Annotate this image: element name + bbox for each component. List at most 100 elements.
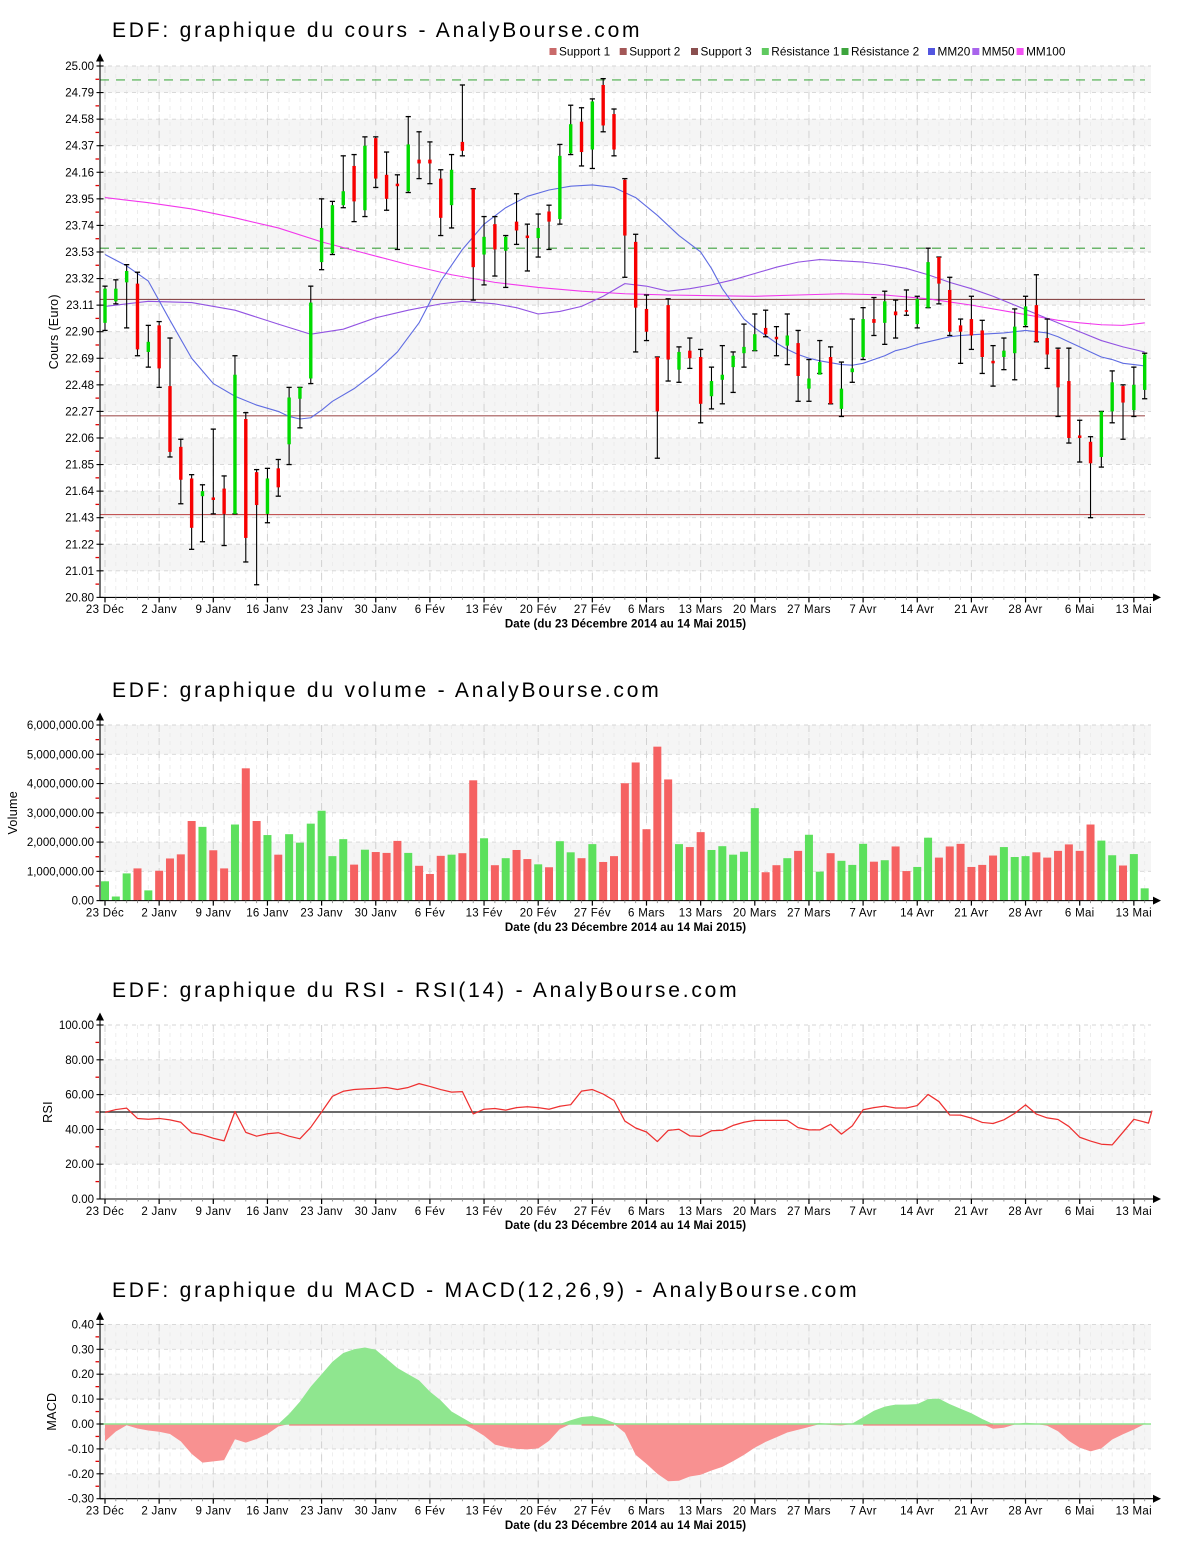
svg-text:20.00: 20.00 [65, 1159, 94, 1171]
svg-text:22.27: 22.27 [65, 406, 94, 418]
svg-text:6 Fév: 6 Fév [415, 604, 445, 616]
svg-text:Date (du 23 Décembre 2014 au 1: Date (du 23 Décembre 2014 au 14 Mai 2015… [505, 922, 746, 934]
svg-text:14 Avr: 14 Avr [900, 1206, 934, 1218]
svg-text:23 Janv: 23 Janv [300, 907, 342, 919]
svg-text:9 Janv: 9 Janv [195, 907, 231, 919]
svg-text:6 Mars: 6 Mars [628, 604, 665, 616]
svg-text:21.43: 21.43 [65, 513, 94, 525]
svg-text:6 Mai: 6 Mai [1065, 1206, 1095, 1218]
svg-text:23 Janv: 23 Janv [300, 604, 342, 616]
svg-text:60.00: 60.00 [65, 1090, 94, 1102]
svg-text:2 Janv: 2 Janv [141, 907, 177, 919]
svg-text:14 Avr: 14 Avr [900, 604, 934, 616]
svg-text:6 Mai: 6 Mai [1065, 604, 1095, 616]
svg-text:20 Fév: 20 Fév [520, 1206, 557, 1218]
svg-text:16 Janv: 16 Janv [246, 907, 288, 919]
svg-text:Support 3: Support 3 [701, 44, 753, 58]
svg-text:28 Avr: 28 Avr [1008, 1506, 1042, 1518]
svg-text:MM20: MM20 [938, 44, 971, 58]
svg-text:30 Janv: 30 Janv [355, 1206, 397, 1218]
svg-text:4,000,000.00: 4,000,000.00 [27, 779, 94, 791]
svg-text:21 Avr: 21 Avr [954, 1506, 988, 1518]
svg-text:21.01: 21.01 [65, 566, 94, 578]
svg-text:20 Fév: 20 Fév [520, 1506, 557, 1518]
svg-text:30 Janv: 30 Janv [355, 1506, 397, 1518]
svg-text:24.58: 24.58 [65, 114, 94, 126]
svg-text:23.53: 23.53 [65, 247, 94, 259]
svg-text:21 Avr: 21 Avr [954, 604, 988, 616]
svg-text:24.79: 24.79 [65, 88, 94, 100]
svg-text:30 Janv: 30 Janv [355, 604, 397, 616]
svg-text:22.69: 22.69 [65, 353, 94, 365]
svg-text:27 Mars: 27 Mars [787, 907, 831, 919]
svg-text:13 Mars: 13 Mars [679, 604, 723, 616]
svg-text:0.20: 0.20 [72, 1369, 94, 1381]
svg-text:20 Fév: 20 Fév [520, 604, 557, 616]
svg-text:27 Fév: 27 Fév [574, 1206, 611, 1218]
svg-text:3,000,000.00: 3,000,000.00 [27, 808, 94, 820]
svg-text:0.00: 0.00 [72, 1419, 94, 1431]
svg-text:0.30: 0.30 [72, 1344, 94, 1356]
svg-text:27 Mars: 27 Mars [787, 1206, 831, 1218]
svg-text:7 Avr: 7 Avr [849, 907, 877, 919]
svg-text:7 Avr: 7 Avr [849, 1206, 877, 1218]
svg-text:27 Fév: 27 Fév [574, 907, 611, 919]
svg-text:0.10: 0.10 [72, 1394, 94, 1406]
svg-text:6 Mars: 6 Mars [628, 1506, 665, 1518]
svg-text:6,000,000.00: 6,000,000.00 [27, 720, 94, 732]
svg-text:23 Déc: 23 Déc [86, 604, 124, 616]
svg-text:80.00: 80.00 [65, 1055, 94, 1067]
svg-text:13 Fév: 13 Fév [466, 907, 503, 919]
svg-text:9 Janv: 9 Janv [195, 1506, 231, 1518]
svg-text:5,000,000.00: 5,000,000.00 [27, 749, 94, 761]
svg-text:6 Mars: 6 Mars [628, 907, 665, 919]
svg-text:13 Mai: 13 Mai [1116, 1506, 1152, 1518]
svg-text:23 Déc: 23 Déc [86, 1206, 124, 1218]
svg-text:MM100: MM100 [1026, 44, 1066, 58]
svg-text:6 Fév: 6 Fév [415, 1206, 445, 1218]
svg-text:14 Avr: 14 Avr [900, 907, 934, 919]
svg-text:2,000,000.00: 2,000,000.00 [27, 837, 94, 849]
svg-text:28 Avr: 28 Avr [1008, 604, 1042, 616]
svg-text:Résistance 2: Résistance 2 [851, 44, 919, 58]
svg-text:Résistance 1: Résistance 1 [771, 44, 839, 58]
svg-text:EDF: graphique du volume - Ana: EDF: graphique du volume - AnalyBourse.c… [112, 679, 661, 702]
svg-text:23.95: 23.95 [65, 194, 94, 206]
svg-text:13 Fév: 13 Fév [466, 1206, 503, 1218]
svg-text:13 Mars: 13 Mars [679, 1206, 723, 1218]
svg-text:23.74: 23.74 [65, 220, 94, 232]
svg-text:40.00: 40.00 [65, 1124, 94, 1136]
svg-text:14 Avr: 14 Avr [900, 1506, 934, 1518]
svg-text:25.00: 25.00 [65, 61, 94, 73]
svg-text:6 Mars: 6 Mars [628, 1206, 665, 1218]
svg-text:20 Mars: 20 Mars [733, 1206, 777, 1218]
svg-text:16 Janv: 16 Janv [246, 1506, 288, 1518]
svg-text:23.11: 23.11 [66, 300, 94, 312]
svg-text:Support 2: Support 2 [629, 44, 680, 58]
svg-text:6 Fév: 6 Fév [415, 1506, 445, 1518]
svg-text:0.00: 0.00 [72, 896, 94, 908]
svg-text:100.00: 100.00 [59, 1020, 94, 1032]
svg-text:22.90: 22.90 [65, 327, 94, 339]
svg-text:22.48: 22.48 [65, 380, 94, 392]
svg-text:MM50: MM50 [982, 44, 1015, 58]
svg-text:13 Mai: 13 Mai [1116, 907, 1152, 919]
svg-text:21.85: 21.85 [65, 460, 94, 472]
svg-text:Date (du 23 Décembre 2014 au 1: Date (du 23 Décembre 2014 au 14 Mai 2015… [505, 619, 746, 631]
svg-text:30 Janv: 30 Janv [355, 907, 397, 919]
svg-text:23 Déc: 23 Déc [86, 907, 124, 919]
svg-text:23 Déc: 23 Déc [86, 1506, 124, 1518]
svg-text:23.32: 23.32 [65, 274, 94, 286]
svg-text:21.64: 21.64 [65, 486, 94, 498]
svg-text:9 Janv: 9 Janv [195, 1206, 231, 1218]
svg-text:7 Avr: 7 Avr [849, 604, 877, 616]
svg-text:23 Janv: 23 Janv [300, 1206, 342, 1218]
svg-text:20 Mars: 20 Mars [733, 907, 777, 919]
svg-text:27 Fév: 27 Fév [574, 604, 611, 616]
svg-text:13 Fév: 13 Fév [466, 1506, 503, 1518]
svg-text:0.00: 0.00 [72, 1194, 94, 1206]
svg-text:6 Fév: 6 Fév [415, 907, 445, 919]
svg-text:13 Mars: 13 Mars [679, 907, 723, 919]
svg-text:Support 1: Support 1 [559, 44, 610, 58]
svg-text:6 Mai: 6 Mai [1065, 907, 1095, 919]
